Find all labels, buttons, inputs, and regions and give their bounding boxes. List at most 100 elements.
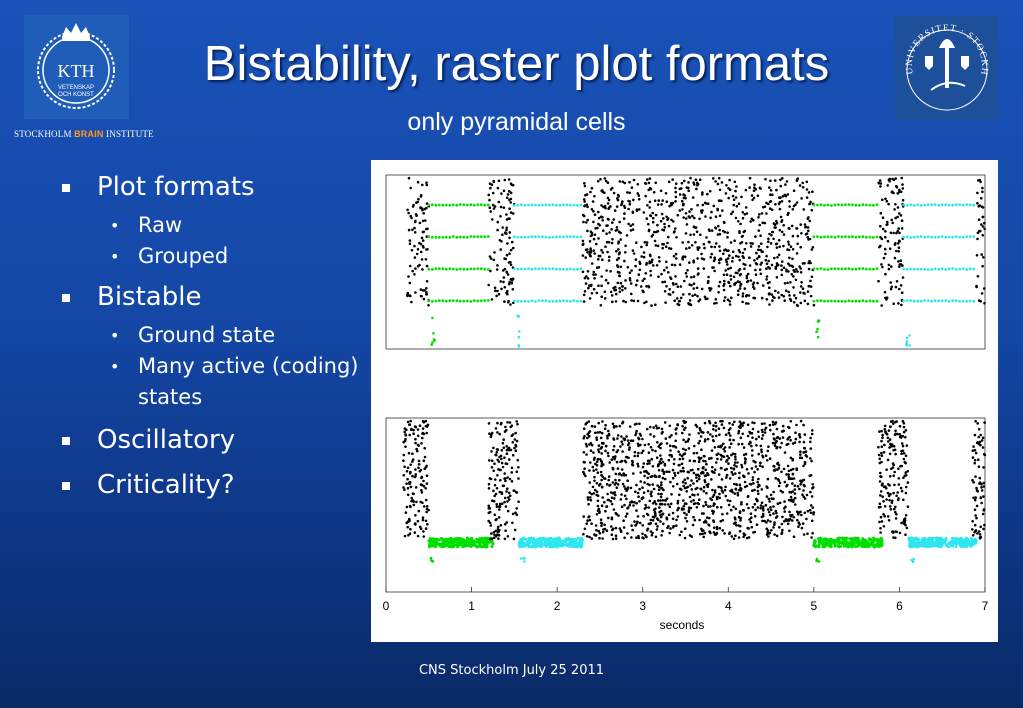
spike-mark: [963, 542, 967, 546]
spike-mark: [623, 212, 626, 215]
x-tick-label: 3: [639, 599, 646, 613]
spike-mark: [753, 259, 756, 262]
spike-mark: [610, 496, 614, 500]
spike-mark: [900, 219, 904, 222]
spike-mark: [616, 483, 620, 486]
spike-mark: [786, 281, 789, 285]
spike-mark: [688, 299, 692, 302]
spike-mark: [693, 518, 697, 522]
spike-mark: [683, 502, 687, 505]
spike-mark: [415, 500, 418, 504]
spike-mark: [975, 284, 978, 288]
spike-mark: [491, 499, 494, 503]
spike-mark: [881, 265, 884, 269]
spike-mark: [425, 181, 428, 184]
spike-mark: [676, 501, 680, 505]
spike-mark: [978, 440, 982, 444]
spike-mark: [711, 266, 714, 269]
spike-mark: [751, 242, 754, 245]
spike-mark: [702, 521, 706, 524]
spike-mark: [798, 184, 802, 187]
spike-mark: [469, 235, 473, 238]
spike-mark: [781, 490, 784, 494]
spike-mark: [791, 472, 795, 476]
spike-mark: [683, 527, 687, 530]
spike-mark: [672, 485, 675, 488]
spike-mark: [817, 319, 821, 322]
spike-mark: [801, 522, 805, 525]
spike-mark: [410, 496, 414, 500]
spike-mark: [639, 285, 643, 288]
spike-mark: [691, 214, 694, 218]
spike-mark: [756, 480, 759, 484]
spike-mark: [788, 435, 791, 439]
spike-mark: [645, 285, 648, 288]
spike-mark: [858, 235, 861, 239]
spike-mark: [728, 446, 731, 449]
spike-mark: [586, 519, 589, 522]
spike-mark: [737, 248, 741, 252]
spike-mark: [606, 434, 609, 438]
spike-mark: [796, 234, 800, 238]
spike-mark: [425, 280, 429, 283]
spike-mark: [865, 299, 868, 303]
spike-mark: [506, 273, 510, 276]
spike-mark: [868, 235, 872, 239]
spike-mark: [726, 298, 730, 301]
spike-mark: [487, 487, 491, 490]
spike-mark: [796, 518, 799, 522]
spike-mark: [497, 292, 501, 296]
spike-mark: [664, 437, 668, 440]
spike-mark: [763, 519, 766, 523]
spike-mark: [803, 299, 807, 303]
spike-mark: [622, 519, 625, 522]
spike-mark: [506, 193, 510, 196]
slide-footer: CNS Stockholm July 25 2011: [418, 663, 605, 678]
spike-mark: [505, 270, 508, 274]
spike-mark: [636, 462, 639, 466]
spike-mark: [863, 541, 867, 545]
spike-mark: [597, 444, 601, 447]
spike-mark: [750, 194, 754, 197]
spike-mark: [722, 447, 725, 451]
spike-mark: [851, 299, 854, 303]
spike-mark: [761, 221, 764, 224]
spike-mark: [696, 203, 699, 207]
spike-mark: [698, 217, 701, 221]
slide-title: Bistability, raster plot formats: [203, 37, 830, 91]
spike-mark: [487, 193, 490, 197]
spike-mark: [614, 300, 618, 303]
spike-mark: [971, 528, 974, 531]
bullet-group-plot-formats: Plot formats • Raw • Grouped: [60, 172, 360, 272]
spike-mark: [601, 496, 604, 499]
spike-mark: [778, 245, 781, 249]
spike-mark: [595, 438, 599, 442]
spike-mark: [900, 176, 903, 180]
spike-mark: [893, 507, 896, 511]
spike-mark: [880, 475, 883, 479]
spike-mark: [544, 235, 548, 239]
x-tick-label: 7: [982, 599, 989, 613]
square-bullet-icon: [62, 482, 70, 490]
spike-mark: [769, 179, 772, 183]
spike-mark: [682, 447, 685, 451]
spike-mark: [982, 527, 985, 531]
spike-mark: [799, 245, 802, 249]
spike-mark: [569, 541, 573, 544]
spike-mark: [637, 465, 640, 468]
spike-mark: [658, 260, 661, 263]
spike-mark: [651, 448, 654, 452]
spike-mark: [711, 512, 715, 515]
spike-mark: [789, 420, 793, 423]
dot-bullet-icon: •: [110, 216, 120, 235]
spike-mark: [626, 443, 630, 447]
spike-mark: [778, 437, 782, 440]
spike-mark: [607, 478, 610, 482]
spike-mark: [703, 531, 707, 535]
spike-mark: [808, 508, 812, 512]
spike-mark: [657, 275, 660, 278]
spike-mark: [892, 536, 895, 539]
spike-mark: [659, 520, 662, 523]
spike-mark: [749, 245, 753, 248]
spike-mark: [631, 459, 634, 463]
